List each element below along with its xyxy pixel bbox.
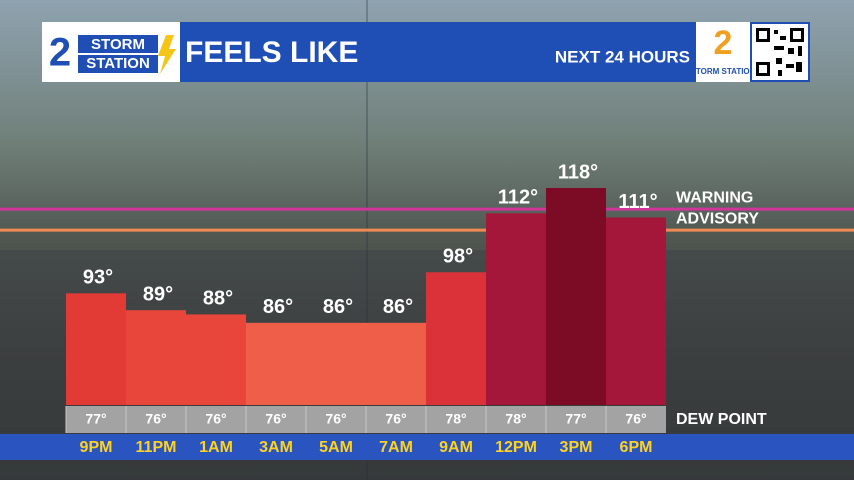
reference-label: WARNING (676, 189, 753, 206)
logo-line1: STORM (91, 36, 145, 53)
logo-number: 2 (49, 31, 71, 75)
dew-value: 77° (85, 411, 106, 427)
corner-logo (696, 22, 750, 82)
x-tick-label: 6PM (620, 439, 653, 456)
dew-value: 76° (265, 411, 286, 427)
bar (366, 322, 426, 405)
bar (606, 217, 666, 405)
bar (426, 272, 486, 405)
corner-text: STORM STATION (691, 67, 756, 76)
bar (486, 213, 546, 405)
value-label: 88° (203, 288, 233, 310)
corner-number: 2 (714, 24, 733, 62)
bar (246, 322, 306, 405)
qr-pattern (756, 28, 804, 76)
x-tick-label: 9AM (439, 439, 473, 456)
value-label: 111° (618, 191, 657, 213)
bar (546, 188, 606, 405)
x-tick-label: 1AM (199, 439, 233, 456)
dew-value: 76° (385, 411, 406, 427)
dew-value: 76° (205, 411, 226, 427)
dew-value: 78° (505, 411, 526, 427)
dew-value: 77° (565, 411, 586, 427)
x-tick-label: 12PM (495, 439, 537, 456)
value-label: 93° (83, 267, 113, 289)
reference-label: ADVISORY (676, 210, 759, 227)
value-label: 89° (143, 283, 173, 305)
value-label: 112° (498, 187, 538, 209)
dew-value: 78° (445, 411, 466, 427)
x-tick-label: 5AM (319, 439, 353, 456)
value-label: 86° (263, 296, 293, 318)
logo-bolt (158, 35, 176, 74)
subtitle: NEXT 24 HOURS (555, 47, 690, 66)
x-tick-label: 11PM (136, 439, 177, 456)
value-label: 118° (558, 161, 598, 183)
logo-line2: STATION (86, 55, 150, 72)
dew-value: 76° (325, 411, 346, 427)
x-tick-label: 3PM (560, 439, 593, 456)
x-tick-label: 9PM (80, 439, 113, 456)
title: FEELS LIKE (185, 36, 358, 69)
bar (186, 314, 246, 405)
value-label: 86° (383, 296, 413, 318)
dew-value: 76° (625, 411, 646, 427)
time-row (0, 434, 854, 460)
logo-strip (78, 35, 158, 53)
value-label: 98° (443, 246, 473, 268)
logo-strip (78, 55, 158, 73)
dew-value: 76° (145, 411, 166, 427)
bar (306, 322, 366, 405)
x-tick-label: 3AM (259, 439, 293, 456)
dew-label: DEW POINT (676, 411, 767, 428)
x-tick-label: 7AM (379, 439, 413, 456)
value-label: 86° (323, 296, 353, 318)
bar (66, 293, 126, 405)
bar (126, 310, 186, 405)
